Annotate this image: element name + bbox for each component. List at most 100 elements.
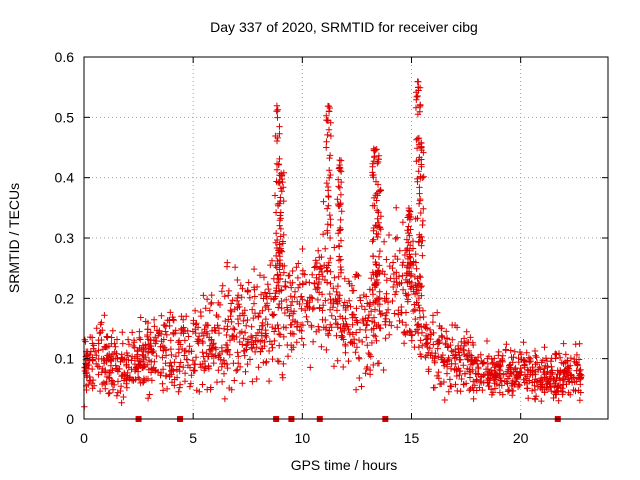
data-point bbox=[521, 379, 528, 386]
data-point bbox=[527, 367, 534, 374]
data-point bbox=[176, 363, 183, 370]
data-point bbox=[324, 131, 331, 139]
data-point bbox=[103, 343, 110, 350]
data-point bbox=[237, 282, 244, 289]
data-point bbox=[104, 352, 111, 359]
data-point bbox=[377, 325, 384, 332]
data-point bbox=[376, 247, 384, 255]
data-point bbox=[422, 324, 429, 331]
data-point bbox=[311, 280, 318, 287]
data-point bbox=[324, 221, 331, 228]
data-point bbox=[532, 361, 539, 368]
data-point bbox=[483, 337, 491, 345]
data-point bbox=[387, 275, 394, 282]
data-point bbox=[335, 230, 342, 237]
data-point bbox=[389, 259, 397, 266]
data-point bbox=[276, 130, 283, 137]
data-point bbox=[386, 331, 393, 338]
data-point bbox=[423, 340, 431, 347]
data-point bbox=[390, 278, 398, 285]
data-point bbox=[257, 345, 265, 352]
data-point bbox=[419, 307, 427, 314]
data-point bbox=[210, 359, 217, 367]
data-point bbox=[418, 323, 425, 330]
data-point bbox=[277, 331, 284, 338]
data-point bbox=[204, 322, 212, 329]
data-point bbox=[485, 353, 493, 360]
data-point bbox=[251, 348, 259, 356]
data-point bbox=[385, 231, 393, 239]
data-point bbox=[458, 338, 465, 346]
data-point bbox=[146, 391, 153, 398]
data-point bbox=[383, 277, 390, 284]
data-point bbox=[203, 296, 211, 303]
data-point bbox=[98, 355, 105, 363]
data-point bbox=[442, 340, 449, 347]
data-point bbox=[274, 321, 281, 329]
data-point bbox=[342, 341, 349, 348]
data-point bbox=[150, 364, 157, 371]
data-point bbox=[110, 355, 117, 363]
data-point bbox=[403, 271, 410, 279]
data-point bbox=[327, 119, 334, 126]
data-point bbox=[275, 325, 282, 332]
data-point bbox=[273, 279, 281, 286]
data-point bbox=[384, 299, 392, 306]
data-point bbox=[153, 327, 161, 334]
data-point bbox=[274, 272, 281, 279]
data-point bbox=[327, 171, 334, 179]
data-point bbox=[472, 357, 479, 364]
data-point bbox=[297, 293, 305, 301]
data-point bbox=[205, 363, 212, 370]
data-point bbox=[336, 227, 343, 234]
data-point bbox=[336, 243, 343, 250]
data-point bbox=[213, 311, 220, 319]
data-point bbox=[247, 332, 255, 340]
data-point bbox=[395, 273, 403, 280]
data-point bbox=[234, 366, 241, 373]
data-point bbox=[464, 356, 471, 363]
data-point bbox=[382, 315, 390, 323]
data-point bbox=[529, 371, 536, 379]
data-point bbox=[359, 315, 366, 323]
data-point bbox=[136, 334, 143, 342]
data-point bbox=[125, 356, 132, 364]
data-point bbox=[270, 311, 278, 318]
data-point bbox=[323, 279, 331, 286]
data-point bbox=[560, 381, 567, 388]
data-point bbox=[161, 322, 168, 329]
data-point bbox=[146, 345, 154, 352]
data-point bbox=[562, 351, 569, 358]
data-point bbox=[90, 382, 98, 389]
data-point bbox=[293, 323, 301, 331]
data-point bbox=[537, 383, 544, 390]
data-point bbox=[475, 371, 482, 378]
data-point bbox=[408, 331, 416, 338]
data-point bbox=[144, 319, 152, 327]
data-point bbox=[521, 371, 529, 378]
data-point bbox=[191, 307, 199, 314]
data-point bbox=[181, 352, 188, 359]
data-point bbox=[517, 365, 524, 372]
data-point bbox=[153, 352, 160, 360]
data-point bbox=[326, 174, 333, 182]
data-point bbox=[320, 198, 327, 205]
data-point bbox=[278, 297, 285, 305]
data-point bbox=[448, 360, 455, 367]
data-point bbox=[227, 300, 235, 307]
data-point bbox=[151, 323, 158, 330]
data-point bbox=[565, 378, 573, 385]
data-point bbox=[423, 352, 431, 359]
data-point bbox=[406, 253, 413, 260]
data-point bbox=[334, 357, 341, 364]
data-point bbox=[460, 335, 468, 342]
data-point bbox=[333, 307, 341, 314]
data-point bbox=[440, 378, 448, 386]
data-point bbox=[275, 275, 282, 283]
data-point bbox=[104, 333, 111, 340]
data-point bbox=[139, 364, 147, 371]
data-point bbox=[140, 355, 148, 363]
data-point bbox=[567, 354, 575, 362]
data-point bbox=[162, 346, 170, 353]
